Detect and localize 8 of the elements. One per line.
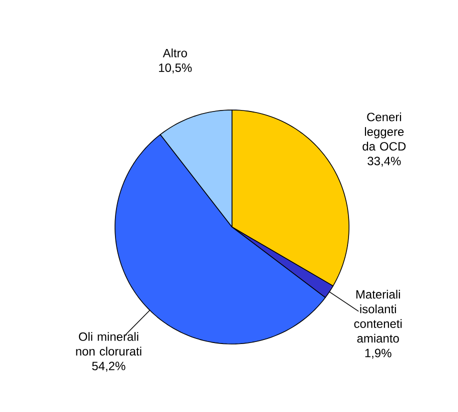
slice-label: Ceneri leggere da OCD (362, 112, 406, 151)
slice-label: Materiali isolanti conteneti amianto (354, 290, 402, 343)
data-label: 10,5% (159, 63, 192, 74)
slice-label: Altro (162, 48, 187, 58)
data-label: 54,2% (92, 362, 126, 372)
data-label: 1,9% (365, 348, 392, 359)
slice-label: Oli minerali non clorurati (76, 332, 142, 356)
data-label: 33,4% (368, 156, 401, 167)
